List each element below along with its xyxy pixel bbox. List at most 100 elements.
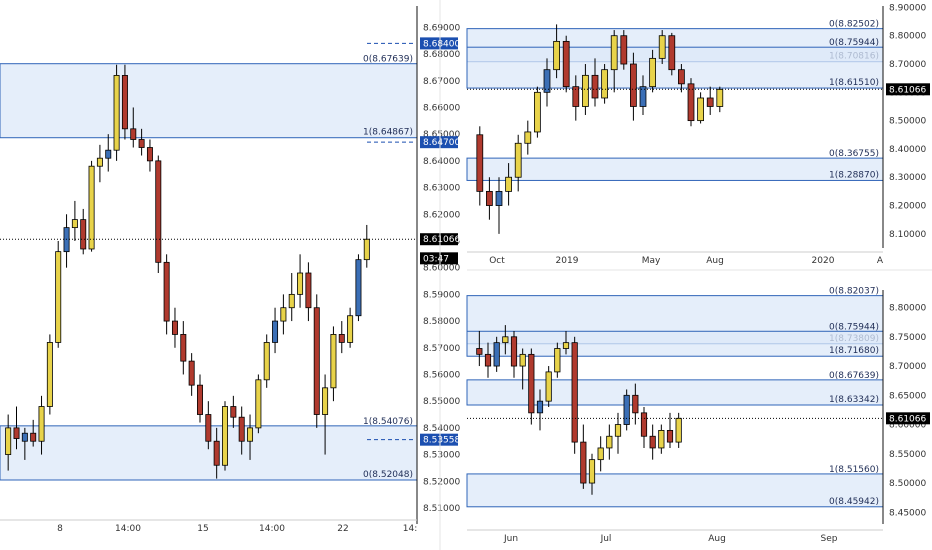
x-tick-1-4: 2020 — [812, 256, 835, 266]
x-tick-2-0: Jun — [503, 534, 518, 544]
candle-0-23 — [197, 384, 203, 415]
candle-0-24 — [205, 414, 212, 442]
price-tag-label-2-0: 8.61066 — [889, 414, 926, 424]
price-tag-1-0 — [886, 83, 930, 96]
y-tick-0-13: 8.56000 — [423, 370, 460, 380]
x-tick-0-4: 22 — [337, 524, 348, 534]
candle-0-29 — [247, 427, 254, 442]
y-tick-2-6: 8.50000 — [889, 479, 926, 489]
candle-0-27 — [230, 406, 237, 418]
candle-1-12 — [591, 74, 599, 99]
price-tag-0-1 — [420, 136, 458, 149]
candle-0-13 — [113, 75, 120, 151]
y-tick-2-7: 8.45000 — [889, 508, 926, 518]
y-tick-0-16: 8.53000 — [423, 451, 460, 461]
candle-2-14 — [597, 447, 604, 461]
candle-1-3 — [505, 176, 512, 192]
candle-0-22 — [188, 360, 195, 386]
y-tick-0-5: 8.64000 — [423, 157, 460, 167]
candle-0-8 — [71, 219, 78, 229]
candle-2-5 — [519, 353, 526, 367]
fib-zone-2-2 — [466, 379, 884, 406]
candle-2-12 — [580, 441, 587, 484]
candle-2-1 — [484, 353, 492, 367]
candle-0-40 — [338, 334, 345, 343]
candle-1-0 — [476, 134, 484, 192]
candle-0-0 — [5, 427, 12, 455]
candle-0-42 — [355, 259, 362, 317]
candle-1-15 — [620, 35, 628, 65]
y-tick-0-17: 8.52000 — [423, 477, 460, 487]
price-tag-label-0-0: 8.68400 — [423, 39, 460, 49]
x-tick-0-0: 8 — [57, 524, 63, 534]
fib-zone-2-1 — [466, 330, 884, 357]
candle-1-7 — [543, 69, 551, 93]
y-tick-0-11: 8.58000 — [423, 317, 460, 327]
fib-zone-1-2 — [466, 157, 884, 181]
candle-2-18 — [632, 394, 639, 414]
candle-1-19 — [658, 35, 666, 59]
y-tick-1-4: 8.50000 — [889, 117, 926, 127]
fib-label-top-1-2: 0(8.36755) — [829, 149, 879, 159]
y-tick-2-0: 8.80000 — [889, 304, 926, 314]
y-tick-0-7: 8.62000 — [423, 210, 460, 220]
price-tag-2-0 — [886, 412, 930, 425]
fib-label-top-2-3: 1(8.51560) — [829, 465, 879, 475]
candle-2-17 — [623, 394, 630, 425]
fib-label-top-0-0: 0(8.67639) — [363, 55, 413, 65]
candle-0-3 — [30, 432, 37, 442]
y-tick-0-10: 8.59000 — [423, 290, 460, 300]
candle-2-3 — [502, 336, 509, 344]
candle-0-18 — [155, 160, 162, 263]
candle-0-5 — [46, 342, 53, 407]
candle-0-14 — [121, 75, 128, 130]
x-tick-0-3: 14:00 — [259, 524, 285, 534]
candle-0-6 — [55, 251, 62, 343]
candle-0-32 — [272, 320, 279, 343]
candle-0-11 — [96, 157, 103, 167]
fib-label-bottom-2-3: 0(8.45942) — [829, 497, 879, 507]
candle-1-8 — [553, 40, 560, 71]
fib-label-top-2-2: 0(8.67639) — [829, 371, 879, 381]
candle-0-31 — [263, 342, 270, 381]
y-tick-1-2: 8.70000 — [889, 60, 926, 70]
candle-1-1 — [486, 190, 493, 206]
candle-2-15 — [606, 435, 613, 449]
candle-0-38 — [322, 387, 329, 415]
fib-label-top-1-1: 0(8.75944) — [829, 38, 879, 48]
candle-2-16 — [614, 424, 622, 437]
candle-2-23 — [675, 417, 682, 443]
candle-0-19 — [163, 261, 170, 322]
x-tick-0-1: 14:00 — [115, 524, 141, 534]
candle-0-10 — [88, 165, 95, 250]
fib-label-top-0-1: 1(8.54076) — [363, 417, 413, 427]
y-tick-0-6: 8.63000 — [423, 184, 460, 194]
price-tag-0-3 — [420, 252, 458, 265]
y-tick-0-12: 8.57000 — [423, 344, 460, 354]
candle-1-18 — [649, 57, 656, 88]
candle-0-36 — [305, 272, 312, 309]
candle-1-13 — [601, 69, 608, 99]
fib-label-bottom-2-2: 1(8.63342) — [829, 395, 879, 405]
candle-2-6 — [528, 353, 535, 414]
y-tick-0-9: 8.60000 — [423, 264, 460, 274]
candle-1-21 — [678, 69, 685, 85]
price-tag-label-0-4: 8.53558 — [423, 436, 460, 446]
y-tick-0-4: 8.65000 — [423, 130, 460, 140]
price-tag-label-1-0: 8.61066 — [889, 85, 926, 95]
y-tick-2-1: 8.75000 — [889, 333, 926, 343]
candle-2-22 — [666, 429, 674, 443]
candle-0-12 — [105, 149, 112, 159]
candle-0-2 — [21, 432, 28, 442]
candle-2-21 — [658, 429, 665, 449]
candle-1-11 — [582, 74, 589, 107]
candle-0-26 — [222, 406, 228, 466]
y-tick-0-3: 8.66000 — [423, 103, 460, 113]
candle-0-1 — [13, 427, 20, 439]
x-tick-2-2: Aug — [708, 534, 726, 544]
x-tick-1-1: 2019 — [556, 256, 579, 266]
x-tick-2-1: Jul — [600, 534, 612, 544]
candle-0-43 — [363, 238, 370, 261]
candle-1-20 — [668, 35, 676, 71]
